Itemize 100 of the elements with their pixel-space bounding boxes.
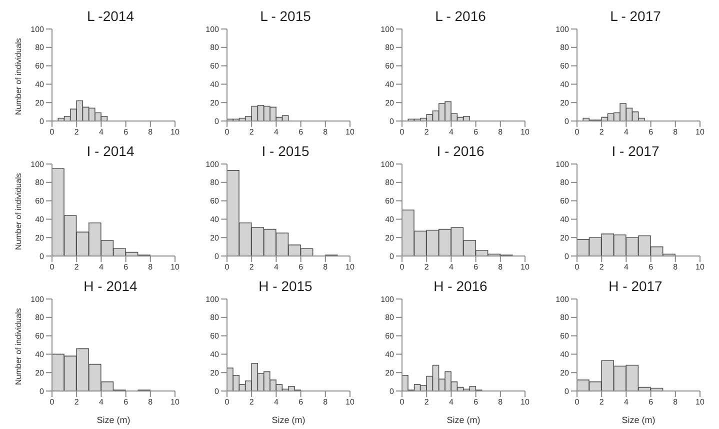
y-tick-label: 20 — [35, 233, 45, 242]
y-tick-label: 0 — [214, 116, 220, 126]
y-tick-label: 80 — [210, 313, 220, 322]
x-tick-label: 4 — [274, 398, 279, 407]
x-tick-label: 6 — [124, 398, 129, 407]
y-tick-label: 0 — [40, 252, 45, 261]
x-tick-label: 2 — [74, 128, 80, 137]
x-tick-label: 8 — [673, 398, 678, 407]
y-tick-label: 60 — [35, 62, 45, 71]
x-tick-label: 6 — [124, 262, 129, 272]
x-tick-label: 6 — [648, 262, 654, 272]
y-tick-label: 0 — [390, 252, 395, 261]
y-tick-label: 20 — [385, 98, 395, 108]
x-tick-label: 4 — [448, 398, 454, 407]
x-tick-label: 6 — [648, 398, 654, 407]
x-tick-label: 10 — [520, 262, 530, 272]
y-tick-label: 40 — [35, 80, 45, 90]
x-tick-label: 8 — [673, 128, 678, 137]
x-tick-label: 0 — [400, 128, 405, 137]
x-tick-label: 2 — [74, 262, 80, 272]
x-tick-label: 4 — [448, 262, 454, 272]
y-tick-label: 20 — [35, 98, 45, 108]
x-tick-label: 6 — [124, 128, 129, 137]
y-tick-label: 20 — [210, 98, 220, 108]
x-tick-label: 10 — [696, 398, 705, 407]
y-tick-label: 40 — [210, 350, 220, 360]
x-tick-label: 6 — [474, 262, 479, 272]
y-tick-label: 80 — [210, 178, 220, 188]
x-tick-label: 6 — [298, 398, 304, 407]
y-tick-label: 0 — [564, 116, 570, 126]
x-tick-label: 8 — [498, 398, 504, 407]
x-tick-label: 6 — [298, 128, 304, 137]
x-tick-label: 0 — [224, 262, 230, 272]
x-tick-label: 2 — [249, 398, 254, 407]
x-tick-label: 0 — [574, 128, 580, 137]
x-tick-label: 6 — [474, 128, 479, 137]
x-tick-label: 10 — [696, 128, 705, 137]
y-tick-label: 80 — [560, 313, 570, 322]
y-tick-label: 20 — [560, 368, 570, 378]
x-tick-label: 8 — [673, 262, 678, 272]
chart-title: I - 2017 — [610, 143, 660, 160]
y-tick-label: 100 — [380, 24, 395, 34]
y-tick-label: 60 — [35, 332, 45, 341]
y-tick-label: 60 — [385, 332, 395, 341]
x-axis-title: Size (m) — [272, 415, 306, 425]
x-tick-label: 10 — [170, 128, 180, 137]
x-tick-label: 2 — [599, 262, 604, 272]
y-tick-label: 20 — [385, 368, 395, 378]
y-tick-label: 100 — [380, 294, 395, 304]
y-tick-label: 60 — [210, 196, 220, 206]
y-tick-label: 60 — [210, 62, 220, 71]
x-tick-label: 4 — [274, 262, 279, 272]
x-tick-label: 10 — [696, 262, 705, 272]
x-tick-label: 0 — [224, 398, 230, 407]
chart-title: I - 2014 — [86, 143, 136, 160]
y-tick-label: 40 — [560, 80, 570, 90]
y-tick-label: 0 — [390, 386, 395, 396]
x-tick-label: 10 — [520, 398, 530, 407]
x-tick-label: 8 — [148, 398, 154, 407]
y-tick-label: 0 — [390, 116, 395, 126]
x-tick-label: 4 — [624, 262, 629, 272]
x-tick-label: 0 — [50, 262, 55, 272]
y-tick-label: 40 — [35, 350, 45, 360]
y-tick-label: 40 — [385, 215, 395, 224]
x-tick-label: 8 — [323, 262, 328, 272]
x-tick-label: 6 — [648, 128, 654, 137]
chart-title: H - 2015 — [258, 278, 314, 295]
x-tick-label: 4 — [98, 128, 104, 137]
x-tick-label: 8 — [148, 128, 154, 137]
y-tick-label: 80 — [560, 43, 570, 52]
x-tick-label: 2 — [424, 262, 430, 272]
y-tick-label: 40 — [35, 215, 45, 224]
x-tick-label: 10 — [170, 398, 180, 407]
x-tick-label: 0 — [50, 128, 55, 137]
chart-title: H - 2017 — [608, 278, 664, 295]
x-tick-label: 0 — [574, 262, 580, 272]
x-tick-label: 4 — [274, 128, 279, 137]
x-tick-label: 4 — [98, 398, 104, 407]
y-tick-label: 40 — [210, 80, 220, 90]
y-tick-label: 20 — [560, 98, 570, 108]
x-tick-label: 2 — [599, 398, 604, 407]
x-tick-label: 8 — [498, 128, 504, 137]
x-tick-label: 4 — [624, 398, 629, 407]
y-tick-label: 40 — [385, 350, 395, 360]
x-tick-label: 0 — [224, 128, 230, 137]
x-tick-label: 0 — [50, 398, 55, 407]
y-tick-label: 100 — [556, 294, 570, 304]
chart-title: L - 2017 — [609, 8, 662, 25]
y-axis-title: Number of individuals — [14, 173, 23, 250]
x-tick-label: 8 — [498, 262, 504, 272]
y-tick-label: 60 — [560, 196, 570, 206]
x-tick-label: 4 — [448, 128, 454, 137]
x-tick-label: 2 — [424, 398, 430, 407]
x-tick-label: 10 — [346, 128, 355, 137]
x-tick-label: 8 — [323, 398, 328, 407]
x-tick-label: 2 — [599, 128, 604, 137]
x-tick-label: 0 — [400, 398, 405, 407]
chart-title: H - 2014 — [82, 278, 138, 295]
y-tick-label: 20 — [560, 233, 570, 242]
y-tick-label: 0 — [564, 386, 570, 396]
